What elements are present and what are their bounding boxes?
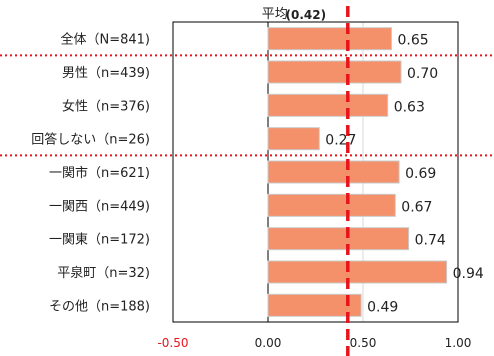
x-tick-label: -0.50 <box>157 336 188 350</box>
category-label: 全体（N=841) <box>60 32 150 48</box>
value-label: 0.63 <box>394 99 425 115</box>
bar <box>267 227 410 251</box>
value-label: 0.69 <box>405 166 436 182</box>
category-label: 女性（n=376) <box>62 98 150 114</box>
average-value-label: (0.42) <box>286 8 327 22</box>
category-label: その他（n=188) <box>49 299 150 314</box>
value-label: 0.70 <box>407 66 438 82</box>
value-label: 0.74 <box>415 233 446 249</box>
group-separators <box>0 54 494 157</box>
value-label: 0.67 <box>401 199 432 215</box>
bars-layer <box>267 27 448 317</box>
value-label: 0.49 <box>367 299 398 315</box>
bar <box>267 193 396 217</box>
value-label: 0.27 <box>325 133 356 149</box>
bar <box>267 60 402 84</box>
value-labels: 0.65 0.70 0.63 0.27 0.69 0.67 0.74 0.94 0.49 <box>325 33 484 316</box>
bar <box>267 260 448 284</box>
bar <box>267 160 400 184</box>
category-label: 平泉町（n=32) <box>57 265 150 281</box>
plot-frame <box>172 21 459 323</box>
x-tick-label: 1.00 <box>445 336 472 350</box>
category-label: 一関東（n=172) <box>49 232 150 248</box>
category-labels: 全体（N=841) 男性（n=439) 女性（n=376) 回答しない（n=26) 一関… <box>31 32 150 315</box>
category-label: 回答しない（n=26) <box>31 132 150 148</box>
value-label: 0.65 <box>398 33 429 49</box>
chart-title: 平均 <box>262 7 288 22</box>
x-tick-labels: -0.50 0.00 0.50 1.00 <box>157 336 471 350</box>
bar <box>267 127 320 151</box>
category-label: 一関西（n=449) <box>49 199 150 214</box>
x-tick-label: 0.50 <box>350 336 377 350</box>
value-label: 0.94 <box>453 266 484 282</box>
x-tick-label: 0.00 <box>255 336 282 350</box>
bar <box>267 293 362 317</box>
bar <box>267 93 389 117</box>
category-label: 男性（n=439) <box>62 66 150 81</box>
bar <box>267 27 392 51</box>
category-label: 一関市（n=621) <box>49 165 150 181</box>
